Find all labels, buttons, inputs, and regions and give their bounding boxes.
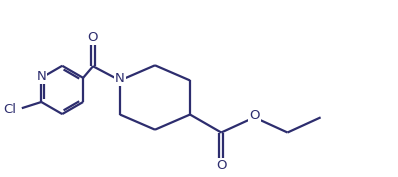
Text: N: N — [37, 70, 46, 83]
Text: O: O — [216, 159, 226, 172]
Text: O: O — [88, 31, 98, 44]
Text: N: N — [115, 72, 125, 85]
Text: Cl: Cl — [3, 103, 16, 116]
Text: O: O — [249, 109, 259, 122]
